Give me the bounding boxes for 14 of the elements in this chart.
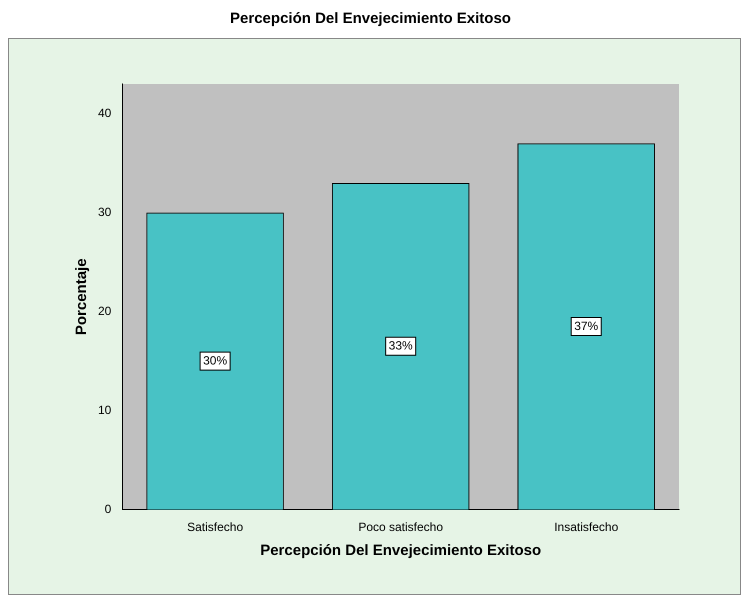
y-tick-label: 20 [98,304,112,318]
y-tick-label: 30 [98,204,112,219]
chart-title: Percepción Del Envejecimiento Exitoso [229,10,512,27]
x-tick-label: Insatisfecho [554,520,619,534]
x-axis-title: Percepción Del Envejecimiento Exitoso [260,542,542,560]
y-axis-title: Porcentaje [73,258,90,336]
y-tick-label: 10 [98,402,112,417]
y-tick-label: 0 [104,502,112,516]
y-tick-label: 40 [98,106,112,120]
data-label: 37% [574,318,599,333]
data-label: 30% [203,353,228,368]
data-label: 33% [388,338,414,353]
x-tick-label: Poco satisfecho [358,520,444,534]
x-tick-label: Satisfecho [187,520,244,534]
